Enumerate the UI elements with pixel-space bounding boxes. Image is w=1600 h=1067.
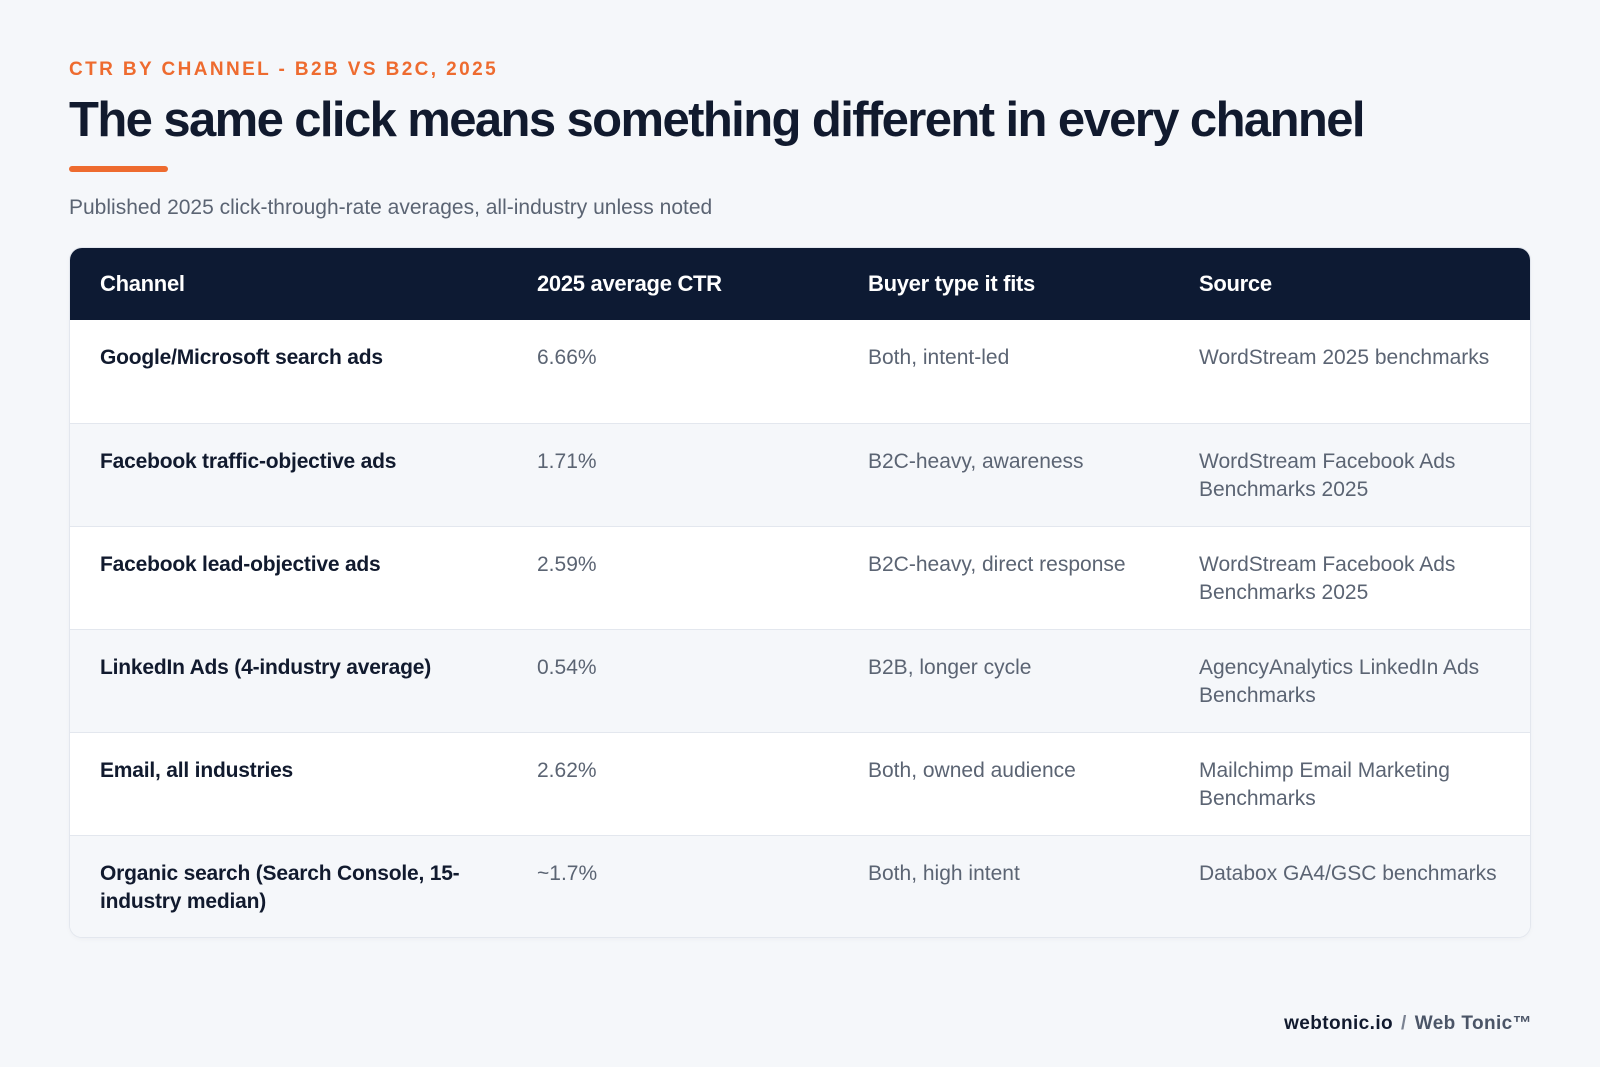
cell-ctr: 6.66% [537,346,597,369]
cell-channel: Email, all industries [100,759,294,782]
cell-channel: Google/Microsoft search ads [100,346,383,369]
page-title: The same click means something different… [69,93,1366,147]
column-header-ctr: 2025 average CTR [537,271,722,296]
cell-source: WordStream Facebook Ads Benchmarks 2025 [1199,553,1456,604]
cell-channel: LinkedIn Ads (4-industry average) [100,656,432,679]
footer-separator: / [1401,1013,1407,1034]
table-row: LinkedIn Ads (4-industry average) 0.54% B2… [70,629,1530,732]
column-header-source: Source [1199,271,1272,296]
column-header-buyer-type: Buyer type it fits [868,271,1035,296]
cell-buyer-type: Both, intent-led [868,346,1010,369]
cell-channel: Facebook lead-objective ads [100,553,381,576]
table-row: Organic search (Search Console, 15-indus… [70,835,1530,937]
cell-source: WordStream 2025 benchmarks [1199,346,1490,369]
ctr-table: Channel 2025 average CTR Buyer type it f… [70,248,1530,937]
cell-buyer-type: Both, high intent [868,862,1020,885]
cell-ctr: 2.62% [537,759,597,782]
table-header: Channel 2025 average CTR Buyer type it f… [70,248,1530,320]
cell-ctr: 1.71% [537,450,597,473]
table-row: Google/Microsoft search ads 6.66% Both, in… [70,320,1530,423]
cell-channel: Organic search (Search Console, 15-indus… [100,862,460,913]
table-row: Facebook lead-objective ads 2.59% B2C-heav… [70,526,1530,629]
cell-channel: Facebook traffic-objective ads [100,450,397,473]
footer-credit: webtonic.io / Web Tonic™ [1284,1013,1532,1035]
subtitle: Published 2025 click-through-rate averag… [69,196,713,219]
cell-source: Databox GA4/GSC benchmarks [1199,862,1497,885]
kicker: CTR BY CHANNEL - B2B VS B2C, 2025 [69,59,499,80]
cell-ctr: 0.54% [537,656,597,679]
cell-source: AgencyAnalytics LinkedIn Ads Benchmarks [1199,656,1480,707]
cell-buyer-type: B2B, longer cycle [868,656,1032,679]
cell-ctr: ~1.7% [537,862,598,885]
cell-buyer-type: B2C-heavy, awareness [868,450,1084,473]
cell-source: Mailchimp Email Marketing Benchmarks [1199,759,1450,810]
footer-brand: Web Tonic™ [1414,1013,1532,1034]
table-row: Facebook traffic-objective ads 1.71% B2C-h… [70,423,1530,526]
cell-source: WordStream Facebook Ads Benchmarks 2025 [1199,450,1456,501]
cell-buyer-type: Both, owned audience [868,759,1076,782]
accent-rule [69,166,168,172]
table-row: Email, all industries 2.62% Both, owned au… [70,732,1530,835]
column-header-channel: Channel [100,271,185,296]
table-body: Google/Microsoft search ads 6.66% Both, in… [70,320,1530,937]
cell-ctr: 2.59% [537,553,597,576]
cell-buyer-type: B2C-heavy, direct response [868,553,1126,576]
footer-domain: webtonic.io [1284,1013,1394,1034]
